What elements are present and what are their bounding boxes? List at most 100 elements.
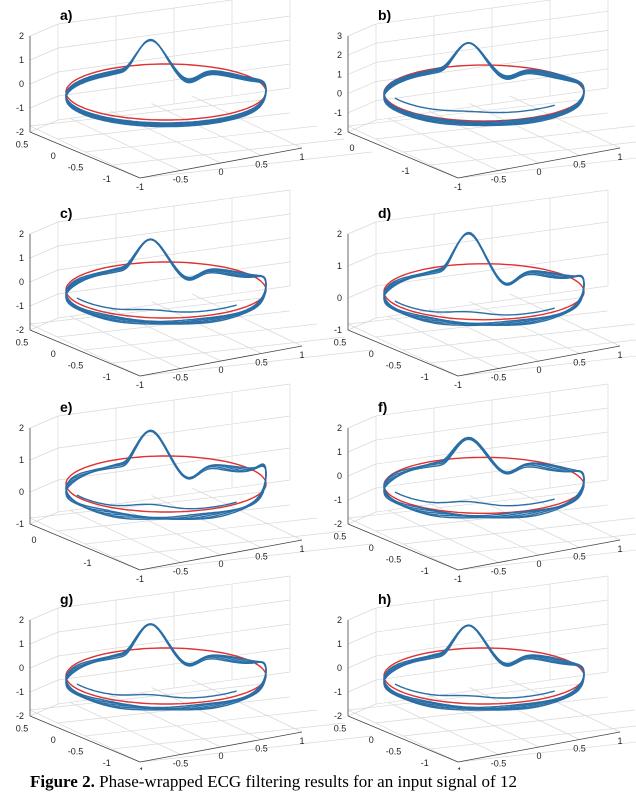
grid-line <box>29 297 263 325</box>
x-tick-label: -0.5 <box>173 759 189 769</box>
y-axis-line <box>347 523 459 571</box>
x-tick-label: -0.5 <box>173 373 189 383</box>
z-tick-label: 3 <box>337 31 342 41</box>
grid-line <box>29 703 59 717</box>
grid-line <box>29 655 59 669</box>
grid-line <box>347 655 377 669</box>
grid-line <box>191 487 303 541</box>
caption-label: Figure 2. <box>30 772 95 791</box>
panel-label: d) <box>378 205 391 221</box>
z-tick-label: 2 <box>337 615 342 625</box>
z-tick-label: -2 <box>334 127 342 137</box>
x-tick-label: 1 <box>299 152 304 162</box>
ecg-trace <box>65 238 267 325</box>
x-tick-label: 0 <box>218 751 223 761</box>
grid-line <box>29 415 59 429</box>
z-tick-label: -1 <box>16 687 24 697</box>
ecg-noise-trace <box>394 491 555 507</box>
x-tick-label: 0 <box>536 559 541 569</box>
x-axis-line <box>139 345 303 377</box>
ecg-noise-trace <box>76 297 237 313</box>
ecg-trace <box>383 438 585 519</box>
y-tick-label: -1 <box>421 758 429 768</box>
grid-line <box>112 530 345 558</box>
z-tick-label: -1 <box>334 108 342 118</box>
x-tick-label: -0.5 <box>491 373 507 383</box>
ecg-figure: 2 1 0 -1 -2 0.5 0 -0.5 -1 -1 -0.5 0 0.5 1 a) 3 2 1 0 -1 -2 0 -… <box>16 0 636 770</box>
x-tick-label: 0 <box>536 751 541 761</box>
grid-line <box>29 631 59 645</box>
y-axis-line <box>347 329 459 377</box>
z-tick-label: 2 <box>19 229 24 239</box>
grid-line <box>402 125 636 153</box>
z-tick-label: 0 <box>337 663 342 673</box>
z-tick-label: 1 <box>19 55 24 65</box>
x-tick-label: 0 <box>218 365 223 375</box>
x-tick-label: 0.5 <box>255 358 268 368</box>
y-tick-label: -0.5 <box>68 360 84 370</box>
grid-line <box>112 722 345 750</box>
x-tick-label: -1 <box>136 766 144 770</box>
panel-label: a) <box>60 7 72 23</box>
grid-line <box>509 293 621 347</box>
y-axis-line <box>29 523 141 571</box>
caption-text: Phase-wrapped ECG filtering results for … <box>99 772 517 791</box>
grid-line <box>347 463 377 477</box>
ecg-trace <box>383 624 585 711</box>
y-axis-line <box>347 715 459 763</box>
panel-e: 2 1 0 -1 0 -1 -1 -0.5 0 0.5 1 e) <box>16 383 373 584</box>
grid-line <box>139 349 373 377</box>
x-tick-label: 1 <box>299 350 304 360</box>
x-tick-label: 0.5 <box>573 358 586 368</box>
grid-line <box>84 323 318 351</box>
x-tick-label: -1 <box>454 574 462 584</box>
ecg-noise-trace <box>394 300 555 316</box>
z-tick-label: -2 <box>16 711 24 721</box>
y-tick-label: -1 <box>83 558 91 568</box>
y-tick-label: -0.5 <box>68 746 84 756</box>
y-tick-label: 0.5 <box>16 723 29 733</box>
x-tick-label: -1 <box>454 182 462 192</box>
x-tick-label: 0 <box>536 167 541 177</box>
z-tick-label: -1 <box>16 103 24 113</box>
z-tick-label: -2 <box>16 325 24 335</box>
grid-line <box>29 99 263 127</box>
panel-a: 2 1 0 -1 -2 0.5 0 -0.5 -1 -1 -0.5 0 0.5 1 a) <box>16 0 373 192</box>
y-tick-label: -1 <box>421 372 429 382</box>
y-axis-line <box>29 131 141 179</box>
y-axis-line <box>347 131 459 179</box>
reference-ring <box>65 261 267 319</box>
panel-label: f) <box>378 399 387 415</box>
panel-label: g) <box>60 591 73 607</box>
x-tick-label: -0.5 <box>173 175 189 185</box>
x-tick-label: -1 <box>136 574 144 584</box>
y-tick-label: 0 <box>369 735 374 745</box>
y-tick-label: 0 <box>31 535 36 545</box>
z-tick-label: -2 <box>334 711 342 721</box>
y-tick-label: 0 <box>51 735 56 745</box>
z-tick-label: 2 <box>19 31 24 41</box>
panel-g: 2 1 0 -1 -2 0.5 0 -0.5 -1 -1 -0.5 0 0.5 1 g) <box>16 575 373 770</box>
grid-line <box>347 62 377 75</box>
grid-line <box>428 308 540 362</box>
x-tick-label: 1 <box>617 350 622 360</box>
x-tick-label: -0.5 <box>491 175 507 185</box>
grid-line <box>347 511 377 525</box>
z-tick-label: -1 <box>334 495 342 505</box>
x-tick-label: -0.5 <box>491 759 507 769</box>
z-tick-label: 1 <box>19 639 24 649</box>
x-tick-label: 0.5 <box>255 160 268 170</box>
y-tick-label: 0 <box>369 543 374 553</box>
grid-line <box>469 687 580 740</box>
x-tick-label: 0.5 <box>573 552 586 562</box>
grid-line <box>388 118 499 171</box>
panel-d: 2 1 0 -1 0.5 0 -0.5 -1 -1 -0.5 0 0.5 1 d) <box>334 189 636 390</box>
grid-line <box>469 301 580 354</box>
x-tick-label: 0 <box>218 167 223 177</box>
x-axis-line <box>457 539 621 571</box>
grid-line <box>509 487 621 541</box>
x-tick-label: 1 <box>299 736 304 746</box>
reference-ring <box>65 63 267 121</box>
grid-line <box>29 447 59 461</box>
z-tick-label: -2 <box>16 127 24 137</box>
